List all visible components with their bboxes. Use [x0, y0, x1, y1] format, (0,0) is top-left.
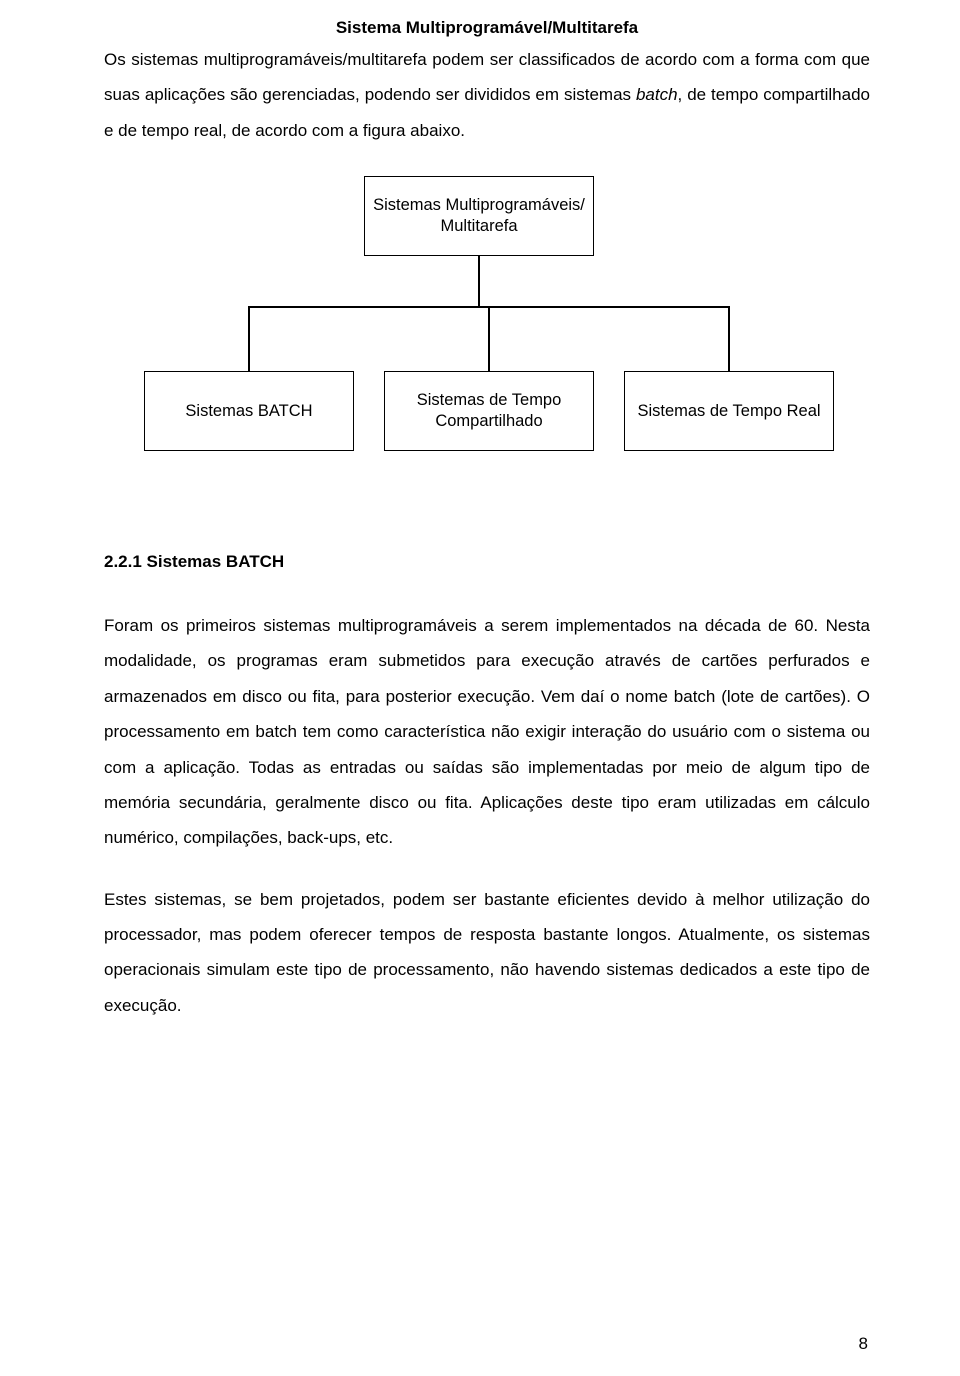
connector-line [478, 256, 480, 306]
diagram-child-label: Sistemas BATCH [185, 401, 312, 422]
diagram-root-label: Sistemas Multiprogramáveis/ Multitarefa [371, 195, 587, 236]
classification-diagram: Sistemas Multiprogramáveis/ Multitarefa … [104, 176, 870, 496]
connector-line [488, 306, 490, 371]
section-heading: 2.2.1 Sistemas BATCH [104, 552, 870, 572]
page: Sistema Multiprogramável/Multitarefa Os … [0, 0, 960, 1376]
diagram-child-realtime: Sistemas de Tempo Real [624, 371, 834, 451]
page-number: 8 [859, 1334, 868, 1354]
diagram-root-box: Sistemas Multiprogramáveis/ Multitarefa [364, 176, 594, 256]
intro-text-italic: batch [636, 85, 678, 104]
intro-paragraph: Os sistemas multiprogramáveis/multitaref… [104, 42, 870, 148]
section-paragraph-1: Foram os primeiros sistemas multiprogram… [104, 608, 870, 856]
connector-line [728, 306, 730, 371]
section-paragraph-2: Estes sistemas, se bem projetados, podem… [104, 882, 870, 1023]
document-title: Sistema Multiprogramável/Multitarefa [104, 18, 870, 38]
diagram-child-label: Sistemas de Tempo Real [637, 401, 820, 422]
diagram-child-label: Sistemas de Tempo Compartilhado [391, 390, 587, 431]
connector-line [248, 306, 250, 371]
diagram-child-batch: Sistemas BATCH [144, 371, 354, 451]
diagram-child-timeshared: Sistemas de Tempo Compartilhado [384, 371, 594, 451]
